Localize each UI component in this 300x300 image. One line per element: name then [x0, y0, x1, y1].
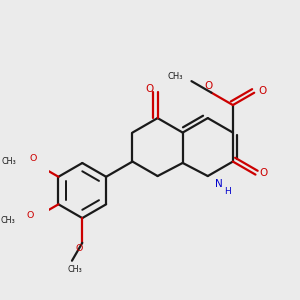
Text: O: O: [29, 154, 37, 164]
Text: O: O: [26, 211, 34, 220]
Text: O: O: [259, 168, 267, 178]
Text: O: O: [146, 84, 154, 94]
Text: N: N: [215, 179, 222, 189]
Text: CH₃: CH₃: [168, 72, 183, 81]
Text: CH₃: CH₃: [68, 265, 82, 274]
Text: O: O: [205, 81, 213, 91]
Text: O: O: [258, 86, 267, 96]
Text: H: H: [224, 187, 230, 196]
Text: O: O: [75, 244, 83, 253]
Text: CH₃: CH₃: [1, 157, 16, 166]
Text: CH₃: CH₃: [0, 215, 15, 224]
